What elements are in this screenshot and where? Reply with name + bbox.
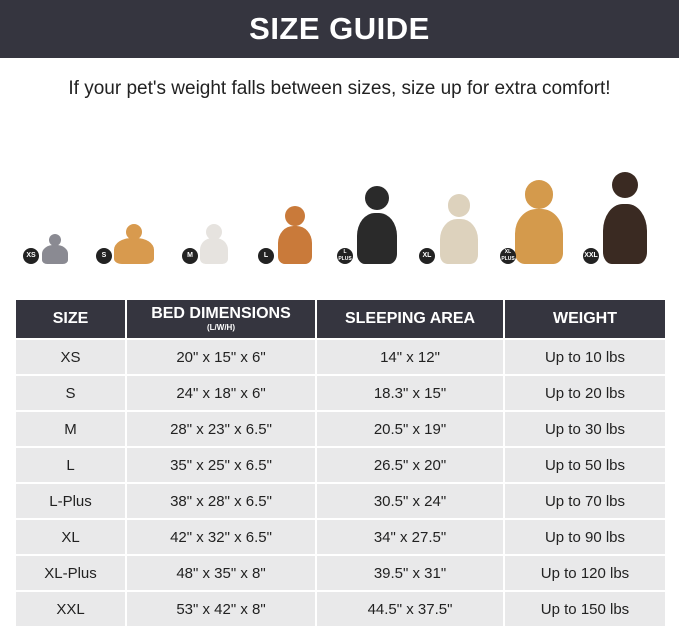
size-cell: M (14, 410, 127, 448)
sleeping-area-cell: 30.5" x 24" (315, 482, 505, 520)
pet-image (515, 180, 563, 264)
table-row: L 35" x 25" x 6.5" 26.5" x 20" Up to 50 lbs (14, 446, 667, 484)
header-weight: WEIGHT (503, 298, 667, 340)
sleeping-area-cell: 34" x 27.5" (315, 518, 505, 556)
sleeping-area-cell: 44.5" x 37.5" (315, 590, 505, 628)
header-bed-label: BED DIMENSIONS (151, 305, 291, 322)
pet-image (114, 224, 154, 264)
header-size: SIZE (14, 298, 127, 340)
sleeping-area-cell: 26.5" x 20" (315, 446, 505, 484)
sleeping-area-cell: 20.5" x 19" (315, 410, 505, 448)
weight-cell: Up to 20 lbs (503, 374, 667, 412)
size-table: SIZE BED DIMENSIONS (L/W/H) SLEEPING AREA… (14, 298, 667, 628)
pet-image (200, 224, 228, 264)
weight-cell: Up to 120 lbs (503, 554, 667, 592)
bed-dimensions-cell: 24" x 18" x 6" (125, 374, 317, 412)
table-row: XL-Plus 48" x 35" x 8" 39.5" x 31" Up to 12… (14, 554, 667, 592)
pet-image (357, 186, 397, 264)
size-badge: XL PLUS (500, 248, 516, 264)
size-badge: M (182, 248, 198, 264)
pet-image (440, 194, 478, 264)
table-row: M 28" x 23" x 6.5" 20.5" x 19" Up to 30 lbs (14, 410, 667, 448)
weight-cell: Up to 90 lbs (503, 518, 667, 556)
table-row: XS 20" x 15" x 6" 14" x 12" Up to 10 lbs (14, 338, 667, 376)
table-row: L-Plus 38" x 28" x 6.5" 30.5" x 24" Up to 7… (14, 482, 667, 520)
header-sleeping-area: SLEEPING AREA (315, 298, 505, 340)
size-cell: XXL (14, 590, 127, 628)
sleeping-area-cell: 39.5" x 31" (315, 554, 505, 592)
size-badge: XL (419, 248, 435, 264)
weight-cell: Up to 10 lbs (503, 338, 667, 376)
table-row: S 24" x 18" x 6" 18.3" x 15" Up to 20 lbs (14, 374, 667, 412)
bed-dimensions-cell: 53" x 42" x 8" (125, 590, 317, 628)
table-row: XXL 53" x 42" x 8" 44.5" x 37.5" Up to 150 … (14, 590, 667, 628)
bed-dimensions-cell: 35" x 25" x 6.5" (125, 446, 317, 484)
bed-dimensions-cell: 20" x 15" x 6" (125, 338, 317, 376)
pet-image (603, 172, 647, 264)
sleeping-area-cell: 14" x 12" (315, 338, 505, 376)
page-title: SIZE GUIDE (0, 0, 679, 58)
weight-cell: Up to 150 lbs (503, 590, 667, 628)
table-row: XL 42" x 32" x 6.5" 34" x 27.5" Up to 90 lb… (14, 518, 667, 556)
bed-dimensions-cell: 38" x 28" x 6.5" (125, 482, 317, 520)
sleeping-area-cell: 18.3" x 15" (315, 374, 505, 412)
bed-dimensions-cell: 28" x 23" x 6.5" (125, 410, 317, 448)
size-cell: S (14, 374, 127, 412)
size-badge: S (96, 248, 112, 264)
header-bed-sublabel: (L/W/H) (207, 323, 235, 332)
table-header-row: SIZE BED DIMENSIONS (L/W/H) SLEEPING AREA… (14, 298, 667, 340)
size-cell: XL (14, 518, 127, 556)
subtitle: If your pet's weight falls between sizes… (68, 78, 611, 99)
pet-image (42, 234, 68, 264)
size-cell: L-Plus (14, 482, 127, 520)
weight-cell: Up to 30 lbs (503, 410, 667, 448)
size-badge: L PLUS (337, 248, 353, 264)
weight-cell: Up to 70 lbs (503, 482, 667, 520)
pet-image (278, 206, 312, 264)
bed-dimensions-cell: 48" x 35" x 8" (125, 554, 317, 592)
header-bed-dimensions: BED DIMENSIONS (L/W/H) (125, 298, 317, 340)
size-badge: L (258, 248, 274, 264)
weight-cell: Up to 50 lbs (503, 446, 667, 484)
size-cell: XL-Plus (14, 554, 127, 592)
size-badge: XS (23, 248, 39, 264)
size-cell: L (14, 446, 127, 484)
bed-dimensions-cell: 42" x 32" x 6.5" (125, 518, 317, 556)
size-cell: XS (14, 338, 127, 376)
size-badge: XXL (583, 248, 599, 264)
